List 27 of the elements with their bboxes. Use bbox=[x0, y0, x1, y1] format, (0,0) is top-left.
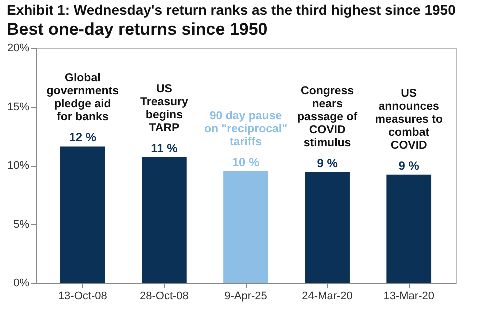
x-tick-label: 13-Mar-20 bbox=[384, 290, 434, 302]
annotation: US Treasury begins TARP bbox=[140, 83, 190, 134]
y-tick-label: 0% bbox=[14, 278, 30, 290]
x-tick-label: 9-Apr-25 bbox=[224, 290, 268, 302]
y-tick-label: 10% bbox=[7, 160, 30, 172]
annotation: US announces measures to combat COVID bbox=[375, 88, 443, 152]
chart-subtitle: Best one-day returns since 1950 bbox=[6, 20, 268, 39]
chart-title: Exhibit 1: Wednesday's return ranks as the third highest since 1950 bbox=[6, 2, 456, 18]
data-label: 10 % bbox=[232, 155, 260, 170]
data-label: 9 % bbox=[317, 156, 338, 171]
y-tick-label: 15% bbox=[7, 101, 30, 114]
data-label: 12 % bbox=[69, 130, 97, 145]
bar bbox=[60, 146, 106, 283]
annotation: Congress nears passage of COVID stimulus bbox=[298, 86, 358, 150]
bar bbox=[386, 174, 432, 283]
x-tick-label: 24-Mar-20 bbox=[302, 290, 353, 302]
y-tick-label: 20% bbox=[7, 42, 30, 54]
x-tick-label: 13-Oct-08 bbox=[58, 290, 108, 302]
bar bbox=[224, 171, 268, 283]
x-tick-label: 28-Oct-08 bbox=[140, 290, 189, 302]
bar bbox=[142, 157, 187, 283]
bar bbox=[305, 172, 350, 283]
annotation: Global governments pledge aid for banks bbox=[46, 72, 120, 124]
annotation: 90 day pause on "reciprocal" tariffs bbox=[204, 110, 288, 148]
data-label: 9 % bbox=[398, 158, 420, 173]
data-label: 11 % bbox=[151, 141, 178, 156]
y-tick-label: 5% bbox=[14, 218, 30, 231]
